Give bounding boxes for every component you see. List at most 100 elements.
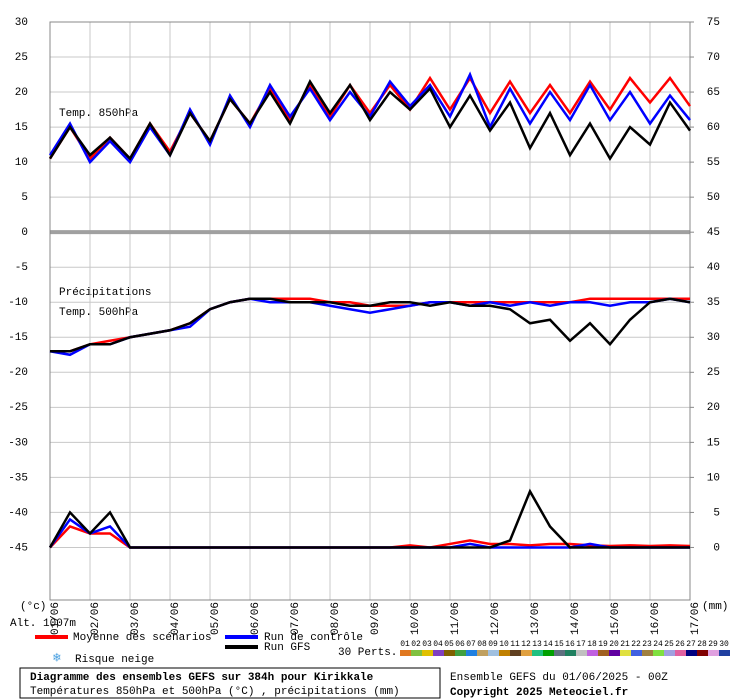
perturbation-swatch (400, 650, 411, 656)
y-tick-label: 10 (15, 157, 28, 169)
x-tick-label: 05/06 (210, 602, 222, 635)
x-tick-label: 04/06 (170, 602, 182, 635)
y-tick-label: 0 (21, 227, 28, 239)
t500-label: Temp. 500hPa (59, 307, 139, 319)
perturbation-label: 26 (675, 640, 685, 649)
perturbation-label: 08 (477, 640, 487, 649)
perturbation-label: 21 (620, 640, 630, 649)
footer-subtitle: Températures 850hPa et 500hPa (°C) , pré… (30, 686, 400, 698)
y-tick-label: 25 (15, 52, 28, 64)
y2-tick-label: 30 (707, 332, 720, 344)
y-tick-label: 15 (15, 122, 28, 134)
perturbation-swatch (422, 650, 433, 656)
y-tick-label: -35 (8, 472, 28, 484)
perturbation-label: 28 (697, 640, 707, 649)
legend-label: Run de contrôle (264, 632, 363, 644)
perturbation-swatch (719, 650, 730, 656)
perturbation-label: 16 (565, 640, 575, 649)
x-tick-label: 09/06 (370, 602, 382, 635)
perturbation-swatch (455, 650, 466, 656)
footer-box (19, 667, 441, 699)
perturbation-swatch (521, 650, 532, 656)
snow-label: Risque neige (75, 654, 154, 666)
perturbation-swatch (554, 650, 565, 656)
perturbation-swatch (433, 650, 444, 656)
x-tick-label: 02/06 (90, 602, 102, 635)
perturbation-swatch (565, 650, 576, 656)
perturbation-label: 06 (455, 640, 465, 649)
x-tick-label: 07/06 (290, 602, 302, 635)
y2-unit: (mm) (702, 601, 728, 613)
y-tick-label: 5 (21, 192, 28, 204)
snow-icon: ❄ (52, 650, 61, 665)
perturbation-label: 27 (686, 640, 696, 649)
precip-line (48, 488, 690, 549)
run-label: Ensemble GEFS du 01/06/2025 - 00Z (450, 672, 668, 684)
perturbation-label: 03 (422, 640, 432, 649)
perturbation-label: 20 (609, 640, 619, 649)
x-tick-label: 08/06 (330, 602, 342, 635)
y-tick-label: 20 (15, 87, 28, 99)
copyright: Copyright 2025 Meteociel.fr (450, 687, 628, 699)
altitude: Alt. 1007m (10, 618, 76, 630)
perturbation-swatch (631, 650, 642, 656)
x-tick-label: 12/06 (490, 602, 502, 635)
perturbation-swatch (466, 650, 477, 656)
perturbation-swatch (411, 650, 422, 656)
perturbation-label: 10 (499, 640, 509, 649)
perturbation-swatch (444, 650, 455, 656)
perturbation-label: 30 (719, 640, 729, 649)
y2-tick-label: 55 (707, 157, 720, 169)
perturbation-label: 12 (521, 640, 531, 649)
perturbation-label: 07 (466, 640, 476, 649)
precip-label: Précipitations (59, 287, 151, 299)
perturbation-label: 14 (543, 640, 553, 649)
perturbation-label: 11 (510, 640, 520, 649)
perturbation-swatch (576, 650, 587, 656)
legend-label: Moyenne des scénarios (73, 632, 212, 644)
x-tick-label: 13/06 (530, 602, 542, 635)
x-tick-label: 14/06 (570, 602, 582, 635)
perturbation-label: 09 (488, 640, 498, 649)
y2-tick-label: 5 (713, 507, 720, 519)
perturbation-swatch (686, 650, 697, 656)
y2-tick-label: 40 (707, 262, 720, 274)
y2-tick-label: 0 (713, 542, 720, 554)
perturbation-swatch (653, 650, 664, 656)
perturbation-swatch (609, 650, 620, 656)
y2-tick-label: 25 (707, 367, 720, 379)
y-tick-label: -15 (8, 332, 28, 344)
x-tick-label: 10/06 (410, 602, 422, 635)
perturbation-label: 23 (642, 640, 652, 649)
perturbation-label: 05 (444, 640, 454, 649)
y-tick-label: -45 (8, 542, 28, 554)
y2-tick-label: 70 (707, 52, 720, 64)
perturbation-swatch (532, 650, 543, 656)
perturbation-swatch (664, 650, 675, 656)
perturbation-label: 02 (411, 640, 421, 649)
y-tick-label: -20 (8, 367, 28, 379)
perturbation-label: 17 (576, 640, 586, 649)
y2-tick-label: 60 (707, 122, 720, 134)
perturbation-label: 29 (708, 640, 718, 649)
x-tick-label: 11/06 (450, 602, 462, 635)
t850-label: Temp. 850hPa (59, 108, 139, 120)
perturbation-swatch (587, 650, 598, 656)
x-tick-label: 03/06 (130, 602, 142, 635)
y2-tick-label: 10 (707, 472, 720, 484)
y-tick-label: -10 (8, 297, 28, 309)
y-unit: (°c) (20, 601, 46, 613)
perturbation-swatch (675, 650, 686, 656)
y-tick-label: -5 (15, 262, 28, 274)
plot-frame (49, 21, 691, 601)
perturbation-label: 19 (598, 640, 608, 649)
y2-tick-label: 75 (707, 17, 720, 29)
perturbation-swatch (708, 650, 719, 656)
perturbation-swatch (620, 650, 631, 656)
t850-line (48, 71, 691, 165)
y-tick-label: 30 (15, 17, 28, 29)
perturbation-label: 01 (400, 640, 410, 649)
legend-label: Run GFS (264, 642, 311, 654)
y2-tick-label: 45 (707, 227, 720, 239)
y2-tick-label: 50 (707, 192, 720, 204)
